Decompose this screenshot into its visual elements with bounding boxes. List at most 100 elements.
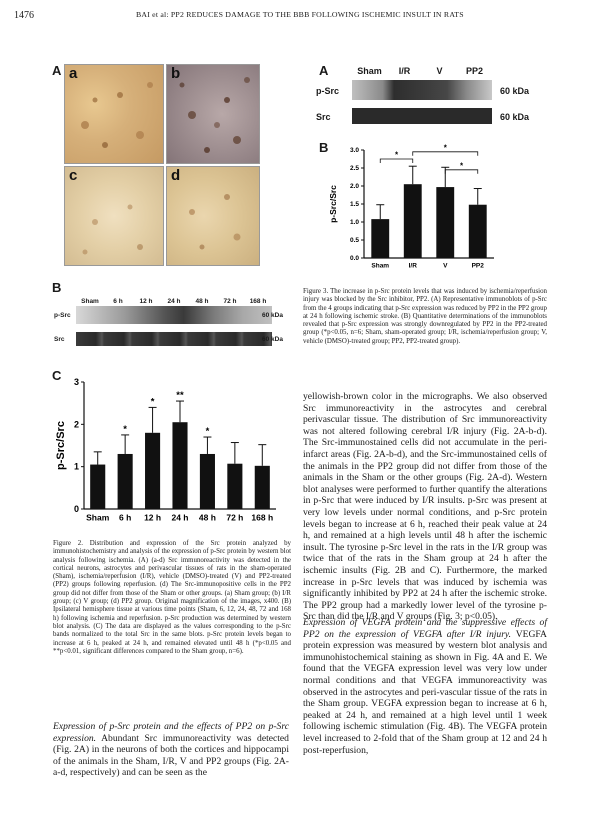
fig2c-significance-marker: **: [176, 390, 184, 401]
fig2c-category-label: 168 h: [251, 513, 273, 523]
fig3-western-blot: Sham I/R V PP2 p-Src 60 kDa Src 60 kDa: [316, 66, 546, 126]
fig2-blot-lane-labels: Sham 6 h 12 h 24 h 48 h 72 h 168 h: [76, 298, 272, 308]
micrograph-d: d: [166, 166, 260, 266]
subpanel-b-label: b: [171, 65, 181, 82]
fig2-blot-lane-label: 48 h: [195, 298, 209, 305]
fig3b-y-tick-label: 2.5: [350, 165, 359, 172]
running-title: BAI et al: PP2 REDUCES DAMAGE TO THE BBB…: [136, 10, 464, 19]
fig3b-bar: [371, 219, 390, 258]
subpanel-d-label: d: [171, 167, 181, 184]
fig2-blot-lane-label: 72 h: [223, 298, 237, 305]
micrograph-d-texture: [189, 194, 241, 250]
fig2c-significance-marker: *: [206, 426, 210, 437]
fig2-panel-a-label: A: [52, 63, 62, 78]
fig3b-significance-marker: *: [460, 161, 464, 170]
fig2-caption: Figure 2. Distribution and expression of…: [53, 540, 291, 655]
fig3b-y-tick-label: 3.0: [350, 147, 359, 154]
fig2-psrc-band: [76, 306, 272, 324]
fig2c-category-label: 6 h: [119, 513, 131, 523]
fig2-blot-row-label-src: Src: [54, 336, 65, 343]
fig2c-significance-marker: *: [151, 396, 155, 407]
fig2c-bar: [145, 432, 161, 509]
fig2c-bar: [227, 463, 243, 509]
fig2c-category-label: 48 h: [199, 513, 216, 523]
subpanel-a-label: a: [69, 65, 78, 82]
fig2c-y-tick-label: 0: [74, 504, 79, 514]
micrograph-a: a: [64, 64, 164, 164]
subpanel-c-label: c: [69, 167, 78, 184]
fig3b-y-tick-label: 0.5: [350, 237, 359, 244]
fig2-panel-c-label: C: [52, 368, 62, 383]
fig3-blot-row-label-psrc: p-Src: [316, 86, 340, 96]
fig2-blot-lane-label: 168 h: [249, 298, 267, 305]
vegfa-section-heading: Expression of VEGFA protein and the supp…: [303, 617, 547, 640]
results-paragraph-src: yellowish-brown color in the micrographs…: [303, 391, 547, 623]
fig3-blot-lane-label: V: [436, 66, 443, 76]
fig3-blot-kda-src: 60 kDa: [500, 112, 530, 122]
fig3b-significance-marker: *: [444, 143, 448, 152]
fig2c-category-label: 24 h: [171, 513, 188, 523]
fig3b-y-tick-label: 1.5: [350, 201, 359, 208]
fig3b-significance-bracket: [379, 158, 414, 163]
fig2c-y-tick-label: 2: [74, 419, 79, 429]
psrc-section-heading: Expression of p-Src protein and the effe…: [53, 721, 289, 744]
fig2-blot-lane-label: Sham: [81, 298, 99, 305]
fig3b-bar: [403, 184, 422, 258]
fig2-blot-row-label-psrc: p-Src: [54, 312, 71, 319]
results-paragraph-vegfa: Expression of VEGFA protein and the supp…: [303, 617, 547, 756]
fig3-blot-row-label-src: Src: [316, 112, 331, 122]
fig2c-category-label: 72 h: [226, 513, 243, 523]
fig3-blot-lane-labels: Sham I/R V PP2: [352, 66, 492, 78]
fig3-blot-kda-psrc: 60 kDa: [500, 86, 530, 96]
fig2-blot-kda-psrc: 60 kDa: [262, 312, 283, 319]
fig2c-category-label: 12 h: [144, 513, 161, 523]
fig2-blot-lane-label: 24 h: [167, 298, 181, 305]
fig2-blot-lane-label: 6 h: [113, 298, 123, 305]
fig2c-category-label: Sham: [86, 513, 110, 523]
vegfa-section-text: VEGFA protein expression was measured by…: [303, 628, 547, 756]
fig2-western-blot: Sham 6 h 12 h 24 h 48 h 72 h 168 h p-Src 60 kD…: [54, 294, 290, 354]
page-number: 1476: [14, 10, 34, 21]
fig3b-bar: [468, 204, 487, 258]
fig3b-significance-bracket: [444, 169, 479, 174]
fig3b-significance-marker: *: [395, 151, 399, 160]
fig2c-bar: [117, 453, 133, 509]
fig2c-y-tick-label: 1: [74, 462, 79, 472]
fig3b-significance-bracket: [412, 151, 479, 156]
micrograph-c-texture: [82, 204, 143, 255]
micrograph-c: c: [64, 166, 164, 266]
fig3-panel-a-label: A: [319, 63, 329, 78]
fig2c-y-tick-label: 3: [74, 377, 79, 387]
fig2c-bar: [199, 453, 215, 509]
fig3-panel-b-label: B: [319, 140, 329, 155]
fig2-panel-b-label: B: [52, 280, 62, 295]
fig2c-significance-marker: *: [123, 424, 127, 435]
fig2c-bar-chart: 0 1 2 3 p-Src/Src Sham 6 h * 12 h * 24 h ** 48 h * 72 …: [55, 377, 276, 523]
fig2c-bar: [90, 464, 106, 509]
micrograph-b-texture: [179, 77, 250, 153]
fig3b-y-tick-label: 0.0: [350, 255, 359, 262]
fig2-blot-kda-src: 60 kDa: [262, 336, 283, 343]
fig2-src-band: [76, 332, 272, 346]
results-paragraph-psrc: Expression of p-Src protein and the effe…: [53, 721, 289, 779]
fig2c-y-axis-label: p-Src/Src: [55, 421, 67, 470]
fig2c-bar: [172, 422, 188, 509]
micrograph-b: b: [166, 64, 260, 164]
fig3b-y-axis-label: p-Src/Src: [328, 185, 338, 223]
micrograph-a-texture: [81, 82, 153, 148]
fig3b-y-tick-label: 1.0: [350, 219, 359, 226]
fig3b-bar: [436, 187, 455, 258]
fig3-caption: Figure 3. The increase in p-Src protein …: [303, 288, 547, 345]
fig3-psrc-band: [352, 80, 492, 100]
fig3-blot-lane-label: I/R: [398, 66, 411, 76]
fig3b-y-tick-label: 2.0: [350, 183, 359, 190]
fig3-blot-lane-label: Sham: [357, 66, 382, 76]
fig3-src-band: [352, 108, 492, 124]
fig3-blot-lane-label: PP2: [465, 66, 483, 76]
fig3b-category-label: V: [443, 263, 448, 270]
fig3b-category-label: PP2: [472, 263, 485, 270]
fig2-blot-lane-label: 12 h: [139, 298, 153, 305]
psrc-section-text: Abundant Src immunoreactivity was detect…: [53, 732, 289, 779]
fig2c-bar: [254, 465, 270, 509]
fig3b-category-label: Sham: [371, 263, 389, 270]
